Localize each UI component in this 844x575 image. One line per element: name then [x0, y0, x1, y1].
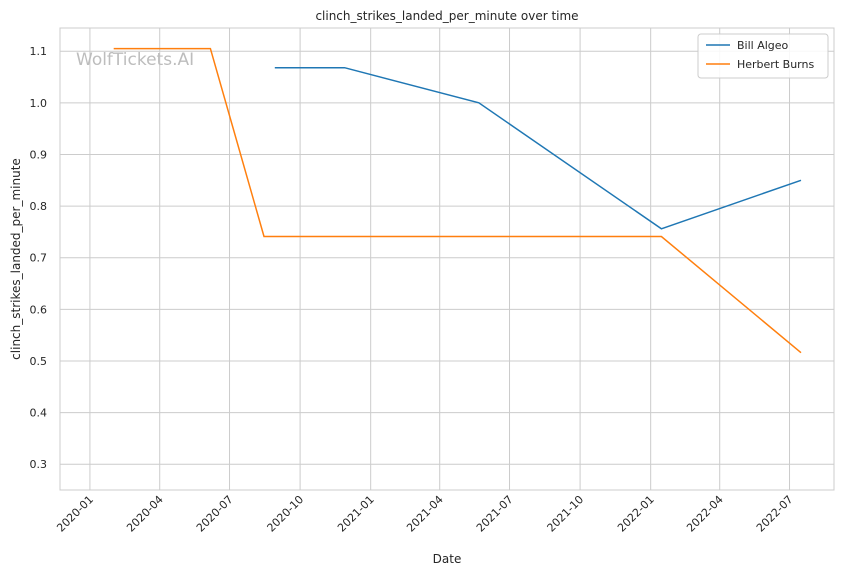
y-tick-label: 0.3 — [30, 458, 48, 471]
series-line-herbert-burns — [113, 47, 802, 354]
y-tick-label: 0.9 — [30, 148, 48, 161]
y-tick-label: 1.0 — [30, 97, 48, 110]
legend-box — [697, 33, 829, 79]
x-tick-label: 2021-01 — [335, 493, 377, 535]
x-tick-label: 2020-10 — [265, 493, 307, 535]
legend-label-bill-algeo: Bill Algeo — [737, 39, 789, 52]
x-tick-label: 2021-04 — [404, 493, 446, 535]
x-tick-label: 2021-07 — [474, 493, 516, 535]
y-tick-label: 1.1 — [30, 45, 48, 58]
y-axis-ticks: 0.3 0.4 0.5 0.6 0.7 0.8 0.9 1.0 1.1 — [30, 45, 48, 471]
x-tick-label: 2022-04 — [684, 493, 726, 535]
grid — [60, 28, 834, 490]
x-tick-label: 2020-01 — [54, 493, 96, 535]
watermark: WolfTickets.AI — [76, 50, 194, 70]
legend-label-herbert-burns: Herbert Burns — [737, 58, 814, 71]
x-tick-label: 2020-07 — [194, 493, 236, 535]
y-tick-label: 0.5 — [30, 355, 48, 368]
plot-area — [59, 27, 835, 491]
y-tick-label: 0.8 — [30, 200, 48, 213]
x-tick-label: 2022-07 — [754, 493, 796, 535]
x-axis-ticks: 2020-01 2020-04 2020-07 2020-10 2021-01 2021-… — [54, 493, 795, 535]
x-axis-label: Date — [433, 552, 462, 566]
chart-title: clinch_strikes_landed_per_minute over ti… — [315, 9, 578, 23]
y-tick-label: 0.6 — [30, 303, 48, 316]
series-line-bill-algeo — [274, 66, 802, 230]
legend: Bill Algeo Herbert Burns — [697, 33, 829, 79]
x-tick-label: 2022-01 — [615, 493, 657, 535]
y-tick-label: 0.7 — [30, 252, 48, 265]
y-axis-label: clinch_strikes_landed_per_minute — [9, 158, 23, 360]
series-lines — [113, 47, 802, 354]
x-tick-label: 2021-10 — [545, 493, 587, 535]
y-tick-label: 0.4 — [30, 407, 48, 420]
x-tick-label: 2020-04 — [124, 493, 166, 535]
